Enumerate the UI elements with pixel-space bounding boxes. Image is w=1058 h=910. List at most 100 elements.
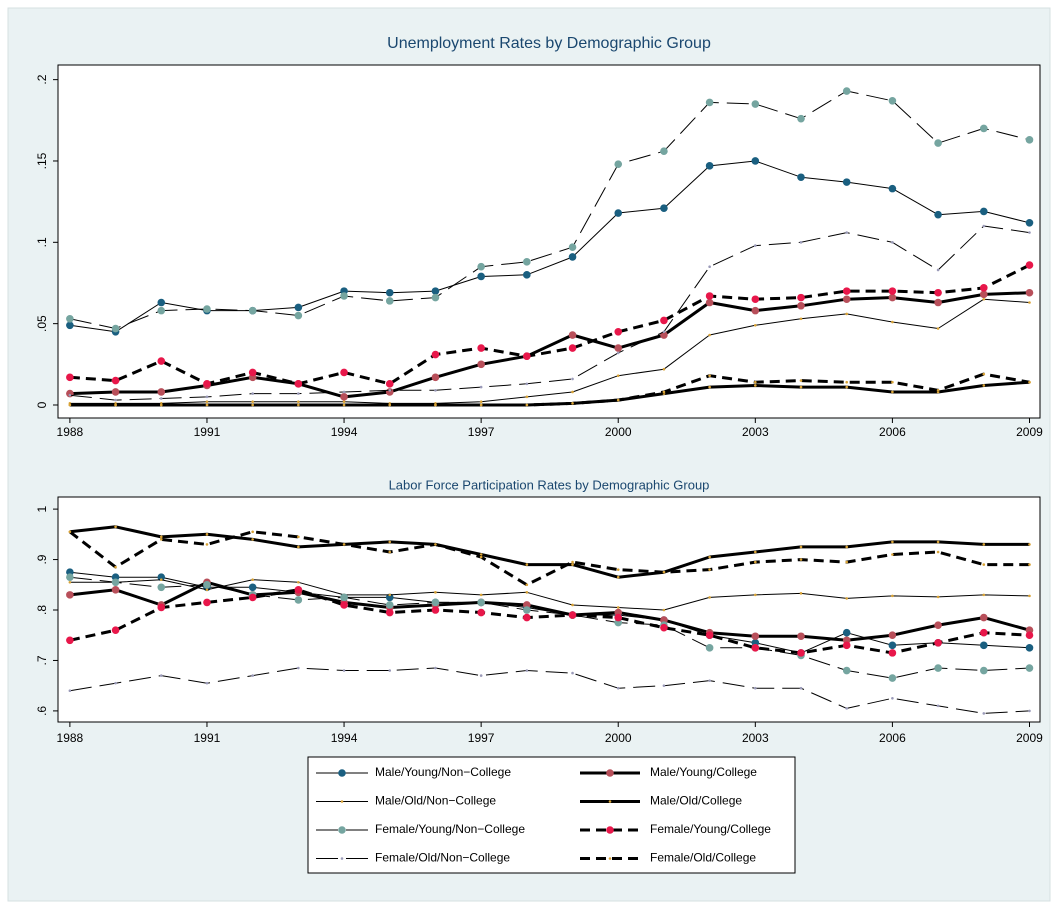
data-point <box>616 374 620 378</box>
x-tick-label: 2009 <box>1016 425 1043 439</box>
data-point <box>936 389 940 392</box>
legend-label: Female/Old/College <box>650 851 756 865</box>
data-point <box>614 160 623 169</box>
data-point <box>614 327 623 336</box>
series-line <box>69 576 1030 679</box>
data-point <box>251 538 254 541</box>
data-point <box>660 204 668 212</box>
data-point <box>205 543 209 546</box>
chart-title: Unemployment Rates by Demographic Group <box>387 35 711 52</box>
data-point <box>477 360 485 369</box>
data-point <box>616 575 620 579</box>
legend-label: Female/Young/College <box>650 822 771 836</box>
data-point <box>68 530 72 534</box>
data-point <box>979 290 988 299</box>
data-point <box>934 210 942 219</box>
data-point <box>111 586 120 594</box>
data-point <box>251 674 254 677</box>
series-line <box>69 298 1030 404</box>
data-point <box>936 540 940 544</box>
data-point <box>708 555 711 559</box>
data-point <box>340 393 348 401</box>
data-point <box>571 402 574 405</box>
data-point <box>891 696 894 700</box>
data-point <box>979 284 988 292</box>
data-point <box>1028 563 1031 566</box>
data-point <box>982 593 986 597</box>
data-point <box>385 297 394 305</box>
data-point <box>936 595 940 599</box>
data-point <box>66 373 74 382</box>
data-point <box>891 540 894 544</box>
data-point <box>114 403 117 407</box>
data-point <box>523 258 531 266</box>
data-point <box>979 666 988 675</box>
data-point <box>571 377 574 381</box>
series-line <box>69 580 1030 642</box>
data-point <box>66 573 74 582</box>
data-point <box>159 397 163 400</box>
data-point <box>434 666 437 670</box>
y-tick-label: .05 <box>35 315 49 332</box>
x-tick-label: 2006 <box>879 731 906 745</box>
data-point <box>616 686 620 690</box>
data-point <box>525 591 529 594</box>
data-point <box>388 540 392 544</box>
data-point <box>751 295 760 304</box>
x-tick-label: 1991 <box>194 731 221 745</box>
data-point <box>705 162 714 170</box>
data-point <box>845 560 849 564</box>
legend-label: Male/Old/College <box>650 794 742 808</box>
data-point <box>616 351 620 355</box>
data-point <box>845 545 849 549</box>
data-point <box>340 601 348 609</box>
y-tick-label: .15 <box>35 152 49 169</box>
data-point <box>205 681 209 685</box>
data-point <box>979 628 988 637</box>
data-point <box>662 390 666 394</box>
data-point <box>68 403 72 407</box>
data-point <box>891 320 894 324</box>
legend-label: Female/Young/Non−College <box>375 822 525 836</box>
data-point <box>708 568 711 571</box>
data-point <box>751 632 760 641</box>
data-point <box>568 253 577 261</box>
data-point <box>525 403 529 407</box>
data-point <box>660 623 668 632</box>
data-point <box>388 550 392 554</box>
data-point <box>799 379 803 382</box>
data-point <box>1025 644 1034 652</box>
data-point <box>66 636 74 645</box>
data-point <box>248 306 257 315</box>
data-point <box>479 385 483 389</box>
data-point <box>845 707 849 710</box>
data-point <box>434 543 437 546</box>
data-point <box>297 545 300 549</box>
data-point <box>891 553 894 556</box>
series-line <box>69 667 1030 714</box>
data-point <box>571 671 574 675</box>
data-point <box>385 288 394 297</box>
data-point <box>385 608 394 617</box>
data-point <box>934 638 942 647</box>
data-point <box>614 209 623 217</box>
data-point <box>754 686 757 690</box>
data-point <box>568 243 577 251</box>
data-point <box>568 344 577 352</box>
data-point <box>297 535 300 539</box>
data-point <box>251 392 254 395</box>
data-point <box>525 583 529 587</box>
data-point <box>888 641 897 650</box>
y-tick-label: .7 <box>35 655 49 665</box>
data-point <box>434 389 437 392</box>
data-point <box>159 674 163 677</box>
data-point <box>979 613 988 622</box>
data-point <box>888 184 897 193</box>
data-point <box>708 265 711 269</box>
data-point <box>294 303 303 312</box>
data-point <box>157 583 166 592</box>
data-point <box>751 306 760 315</box>
series-line <box>69 291 1030 399</box>
data-point <box>660 147 668 156</box>
data-point <box>114 525 117 529</box>
